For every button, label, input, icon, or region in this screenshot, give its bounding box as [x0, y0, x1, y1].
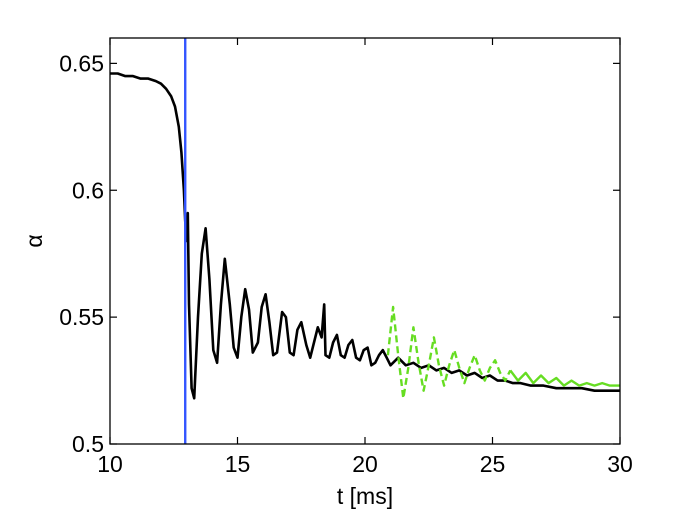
- x-tick-label: 10: [97, 451, 123, 477]
- x-tick-label: 20: [352, 451, 378, 477]
- y-axis-label: α: [21, 234, 47, 247]
- y-tick-label: 0.55: [59, 304, 104, 330]
- x-axis-label: t [ms]: [337, 483, 393, 509]
- y-tick-label: 0.5: [72, 431, 104, 457]
- series-line-1: [110, 72, 620, 400]
- x-tick-label: 30: [607, 451, 633, 477]
- y-tick-label: 0.65: [59, 50, 104, 76]
- tick-layer: 10 15 20 25 30 0.5 0.55 0.6 0.65: [59, 38, 633, 477]
- y-tick-label: 0.6: [72, 177, 104, 203]
- x-tick-label: 15: [225, 451, 251, 477]
- series-line-2: [386, 305, 512, 400]
- series-layer: [110, 72, 620, 400]
- x-tick-label: 25: [480, 451, 506, 477]
- series-line-3: [509, 369, 620, 387]
